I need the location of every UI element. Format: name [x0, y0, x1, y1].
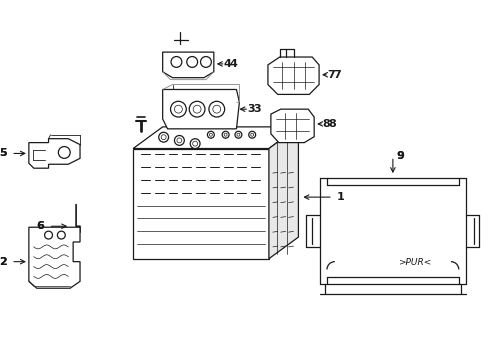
- Text: 7: 7: [326, 70, 334, 80]
- Polygon shape: [29, 227, 80, 288]
- Circle shape: [170, 101, 186, 117]
- Circle shape: [235, 131, 242, 138]
- Text: 4: 4: [223, 59, 231, 69]
- Text: 3: 3: [247, 104, 254, 114]
- Polygon shape: [29, 139, 80, 168]
- Circle shape: [186, 57, 197, 67]
- Polygon shape: [163, 90, 239, 129]
- Polygon shape: [267, 57, 319, 94]
- Circle shape: [58, 147, 70, 158]
- Polygon shape: [270, 109, 313, 143]
- Circle shape: [224, 133, 226, 136]
- Text: 1: 1: [336, 192, 344, 202]
- Text: 4: 4: [229, 59, 237, 69]
- Text: 2: 2: [0, 257, 7, 267]
- Circle shape: [248, 131, 255, 138]
- Circle shape: [207, 131, 214, 138]
- Polygon shape: [268, 127, 298, 259]
- Text: 8: 8: [322, 119, 329, 129]
- Circle shape: [189, 101, 204, 117]
- Text: 6: 6: [37, 221, 44, 231]
- Text: 6: 6: [37, 221, 44, 231]
- Text: 8: 8: [327, 119, 335, 129]
- Circle shape: [209, 133, 212, 136]
- Circle shape: [192, 141, 197, 146]
- Text: 7: 7: [332, 70, 340, 80]
- Circle shape: [171, 57, 182, 67]
- Circle shape: [250, 133, 253, 136]
- Circle shape: [190, 139, 200, 149]
- Text: 9: 9: [396, 152, 404, 161]
- Circle shape: [177, 138, 182, 143]
- Circle shape: [222, 131, 228, 138]
- Circle shape: [208, 101, 224, 117]
- Text: 5: 5: [0, 148, 7, 158]
- Circle shape: [174, 105, 182, 113]
- Circle shape: [44, 231, 52, 239]
- Polygon shape: [133, 127, 298, 149]
- Text: >PUR<: >PUR<: [397, 258, 430, 267]
- Circle shape: [159, 132, 168, 142]
- Circle shape: [212, 105, 220, 113]
- Polygon shape: [163, 52, 213, 78]
- Circle shape: [200, 57, 211, 67]
- Circle shape: [237, 133, 240, 136]
- Circle shape: [161, 135, 166, 140]
- Text: 5: 5: [0, 148, 7, 158]
- Text: 2: 2: [0, 257, 7, 267]
- Text: 3: 3: [253, 104, 260, 114]
- Bar: [133, 149, 268, 259]
- Circle shape: [57, 231, 65, 239]
- Text: 9: 9: [396, 152, 404, 161]
- Circle shape: [193, 105, 201, 113]
- Circle shape: [174, 135, 184, 145]
